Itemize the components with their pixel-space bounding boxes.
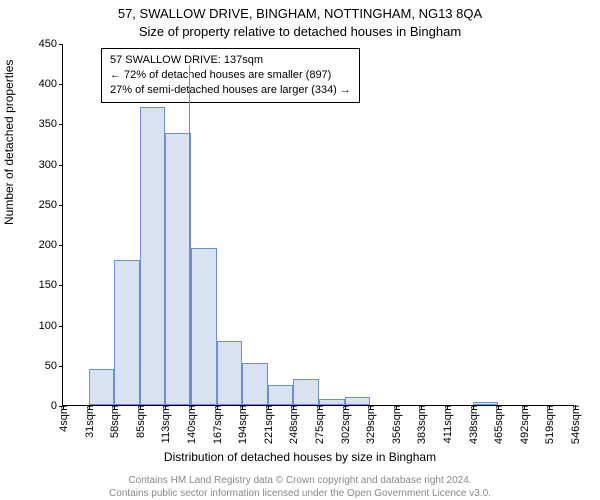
x-tick-mark — [319, 405, 320, 409]
x-tick-label: 194sqm — [235, 405, 249, 444]
histogram-bar — [140, 107, 166, 405]
histogram-bar — [293, 379, 319, 405]
y-tick-mark — [59, 44, 63, 45]
footer-line1: Contains HM Land Registry data © Crown c… — [0, 474, 600, 487]
histogram-bar — [114, 260, 140, 405]
chart-container: 57, SWALLOW DRIVE, BINGHAM, NOTTINGHAM, … — [0, 0, 600, 500]
x-tick-label: 356sqm — [389, 405, 403, 444]
x-tick-label: 492sqm — [517, 405, 531, 444]
histogram-bar — [242, 363, 268, 405]
x-tick-mark — [114, 405, 115, 409]
footer-line2: Contains public sector information licen… — [0, 487, 600, 500]
x-tick-mark — [63, 405, 64, 409]
x-tick-mark — [575, 405, 576, 409]
x-tick-mark — [191, 405, 192, 409]
annotation-line2: ← 72% of detached houses are smaller (89… — [110, 68, 351, 83]
y-tick-mark — [59, 165, 63, 166]
x-tick-label: 438sqm — [466, 405, 480, 444]
y-tick-mark — [59, 124, 63, 125]
y-tick-mark — [59, 205, 63, 206]
x-tick-label: 221sqm — [261, 405, 275, 444]
annotation-line1: 57 SWALLOW DRIVE: 137sqm — [110, 53, 351, 68]
x-tick-mark — [293, 405, 294, 409]
x-tick-mark — [396, 405, 397, 409]
histogram-bar — [268, 385, 294, 405]
x-tick-label: 275sqm — [312, 405, 326, 444]
histogram-bar — [345, 397, 371, 405]
annotation-line3: 27% of semi-detached houses are larger (… — [110, 83, 351, 98]
x-tick-label: 546sqm — [568, 405, 582, 444]
histogram-bar — [191, 248, 217, 405]
x-tick-label: 248sqm — [286, 405, 300, 444]
x-tick-mark — [217, 405, 218, 409]
x-tick-label: 113sqm — [158, 405, 172, 443]
x-axis-label: Distribution of detached houses by size … — [0, 450, 600, 464]
x-tick-label: 167sqm — [210, 405, 224, 444]
x-tick-label: 411sqm — [440, 405, 454, 443]
histogram-bar — [89, 369, 115, 405]
footer-attribution: Contains HM Land Registry data © Crown c… — [0, 474, 600, 500]
x-tick-mark — [370, 405, 371, 409]
property-marker-line — [189, 65, 190, 405]
histogram-bar — [217, 341, 243, 405]
y-tick-mark — [59, 366, 63, 367]
x-tick-mark — [165, 405, 166, 409]
y-tick-mark — [59, 326, 63, 327]
x-tick-label: 31sqm — [82, 405, 96, 438]
chart-title-address: 57, SWALLOW DRIVE, BINGHAM, NOTTINGHAM, … — [0, 6, 600, 21]
x-tick-mark — [421, 405, 422, 409]
x-tick-mark — [268, 405, 269, 409]
x-tick-mark — [498, 405, 499, 409]
x-tick-label: 519sqm — [542, 405, 556, 444]
x-tick-label: 140sqm — [184, 405, 198, 444]
y-tick-mark — [59, 285, 63, 286]
x-tick-label: 4sqm — [56, 405, 70, 432]
annotation-box: 57 SWALLOW DRIVE: 137sqm ← 72% of detach… — [101, 48, 360, 103]
x-tick-label: 302sqm — [338, 405, 352, 444]
x-tick-label: 329sqm — [363, 405, 377, 444]
x-tick-mark — [89, 405, 90, 409]
x-tick-mark — [242, 405, 243, 409]
x-tick-mark — [345, 405, 346, 409]
x-tick-mark — [549, 405, 550, 409]
y-tick-mark — [59, 245, 63, 246]
x-tick-label: 85sqm — [133, 405, 147, 438]
x-tick-label: 383sqm — [414, 405, 428, 444]
histogram-bar — [473, 402, 499, 405]
x-tick-label: 58sqm — [107, 405, 121, 438]
x-tick-label: 465sqm — [491, 405, 505, 444]
y-tick-mark — [59, 84, 63, 85]
plot-area: 57 SWALLOW DRIVE: 137sqm ← 72% of detach… — [62, 44, 574, 406]
chart-title-subtitle: Size of property relative to detached ho… — [0, 24, 600, 39]
histogram-bar — [319, 399, 345, 405]
histogram-bar — [165, 133, 191, 405]
x-tick-mark — [447, 405, 448, 409]
x-tick-mark — [140, 405, 141, 409]
x-tick-mark — [524, 405, 525, 409]
y-axis-label: Number of detached properties — [2, 60, 16, 225]
x-tick-mark — [473, 405, 474, 409]
